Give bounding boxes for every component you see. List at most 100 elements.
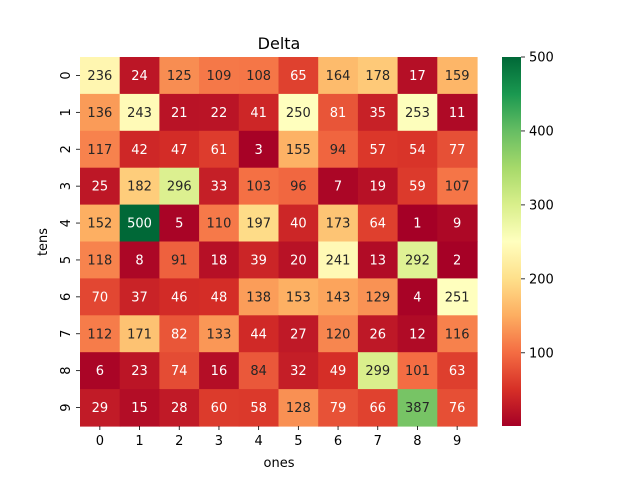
heatmap-cell-r5-c6 [318,241,359,279]
heatmap-cell-r9-c7 [357,389,399,427]
x-tick-label-2: 2 [175,434,183,449]
cell-value-r4-c6: 173 [326,217,351,232]
cell-value-r3-c3: 33 [211,180,228,195]
cell-value-r9-c5: 128 [286,401,311,416]
heatmap-cell-r2-c3 [199,130,240,169]
cell-value-r2-c9: 77 [449,143,466,158]
heatmap-cell-r4-c3 [199,204,240,243]
y-tick-label-1: 1 [59,108,74,116]
cell-value-r2-c0: 117 [87,143,112,158]
heatmap-cell-r3-c7 [357,167,399,206]
cell-value-r3-c2: 296 [167,180,192,195]
heatmap-cell-r8-c4 [238,352,280,390]
x-tick-label-1: 1 [135,434,143,449]
cell-value-r7-c9: 116 [445,327,470,342]
cell-value-r9-c6: 79 [330,401,347,416]
heatmap-cell-r5-c8 [397,241,438,279]
cell-value-r9-c8: 387 [405,401,430,416]
cell-value-r0-c1: 24 [131,69,148,84]
cell-value-r0-c7: 178 [365,69,390,84]
cell-value-r5-c3: 18 [211,253,228,268]
cell-value-r7-c4: 44 [250,327,267,342]
heatmap-cell-r2-c2 [159,130,200,169]
heatmap-cell-r3-c9 [437,167,478,206]
cell-value-r8-c7: 299 [365,364,390,379]
cell-value-r8-c1: 23 [131,364,148,379]
cell-value-r6-c9: 251 [445,290,470,305]
cell-value-r8-c6: 49 [330,364,347,379]
heatmap-cell-r8-c1 [119,352,160,390]
cell-value-r8-c9: 63 [449,364,466,379]
heatmap-cell-r0-c6 [318,57,359,95]
colorbar-tick-label-200: 200 [529,272,554,287]
y-tick-label-0: 0 [59,71,74,79]
heatmap-cell-r9-c4 [238,389,280,427]
cell-value-r5-c0: 118 [87,253,112,268]
heatmap-cell-r2-c7 [357,130,399,169]
heatmap-cell-r4-c7 [357,204,399,243]
colorbar-tick-label-100: 100 [529,346,554,361]
cell-value-r5-c7: 13 [369,253,386,268]
cell-value-r1-c7: 35 [369,106,386,121]
cell-value-r7-c3: 133 [207,327,232,342]
heatmap-cell-r7-c3 [199,315,240,353]
heatmap-cell-r4-c5 [278,204,319,243]
cell-value-r5-c2: 91 [171,253,188,268]
heatmap-cell-r4-c8 [397,204,438,243]
heatmap-cell-r7-c7 [357,315,399,353]
cell-value-r3-c1: 182 [127,180,152,195]
cell-value-r4-c3: 110 [207,217,232,232]
heatmap-cell-r7-c9 [437,315,478,353]
cell-value-r5-c6: 241 [326,253,351,268]
heatmap-cell-r6-c2 [159,278,200,316]
cell-value-r6-c4: 138 [246,290,271,305]
cell-value-r9-c2: 28 [171,401,188,416]
heatmap-cell-r5-c3 [199,241,240,279]
cell-value-r9-c3: 60 [211,401,228,416]
x-tick-label-9: 9 [453,434,461,449]
heatmap-cell-r1-c8 [397,93,438,132]
y-tick-label-7: 7 [59,330,74,338]
heatmap-cell-r0-c4 [238,57,280,95]
cell-value-r4-c5: 40 [290,217,307,232]
heatmap-cell-r7-c8 [397,315,438,353]
x-tick-label-4: 4 [255,434,263,449]
cell-value-r3-c4: 103 [246,180,271,195]
cell-value-r0-c0: 236 [87,69,112,84]
heatmap-cell-r7-c0 [80,315,121,353]
cell-value-r2-c5: 155 [286,143,311,158]
x-axis-ticks: 0 1 2 3 4 5 6 7 8 9 [96,426,461,449]
heatmap-cell-r6-c0 [80,278,121,316]
heatmap-cell-r9-c0 [80,389,121,427]
cell-value-r2-c1: 42 [131,143,148,158]
heatmap-cell-r1-c0 [80,93,121,132]
cell-value-r7-c0: 112 [87,327,112,342]
heatmap-cell-r9-c8 [397,389,438,427]
y-tick-label-3: 3 [59,182,74,190]
cell-value-r2-c3: 61 [211,143,228,158]
heatmap-cell-r0-c0 [80,57,121,95]
heatmap-cell-r8-c8 [397,352,438,390]
cell-value-r4-c8: 1 [413,217,421,232]
cell-value-r4-c9: 9 [453,217,461,232]
heatmap-cell-r8-c9 [437,352,478,390]
cell-value-r3-c6: 7 [334,180,342,195]
cell-value-r3-c5: 96 [290,180,307,195]
heatmap-cell-r2-c6 [318,130,359,169]
heatmap-cell-r2-c0 [80,130,121,169]
heatmap-cell-r9-c1 [119,389,160,427]
heatmap-cell-r8-c5 [278,352,319,390]
heatmap-cell-r6-c1 [119,278,160,316]
cell-value-r3-c9: 107 [445,180,470,195]
heatmap-cell-r1-c2 [159,93,200,132]
cell-value-r1-c1: 243 [127,106,152,121]
heatmap-cell-r0-c2 [159,57,200,95]
heatmap-cell-r1-c5 [278,93,319,132]
heatmap-cell-r9-c3 [199,389,240,427]
heatmap-cell-r6-c3 [199,278,240,316]
heatmap-cell-r5-c0 [80,241,121,279]
cell-value-r7-c8: 12 [409,327,426,342]
heatmap-cell-r8-c3 [199,352,240,390]
heatmap-cell-r1-c6 [318,93,359,132]
heatmap-cell-r8-c6 [318,352,359,390]
